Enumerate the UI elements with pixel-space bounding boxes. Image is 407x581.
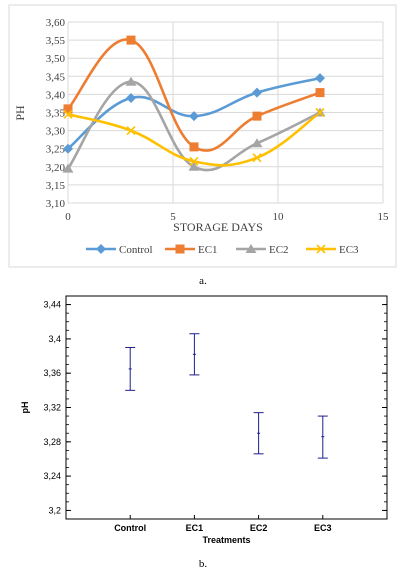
y-tick-label: 3,60 xyxy=(46,17,66,29)
legend-marker-ec2 xyxy=(245,244,257,253)
y-tick-label: 3,20 xyxy=(46,162,66,174)
data-point-ec3 xyxy=(252,153,262,163)
data-point-ec3 xyxy=(315,107,325,118)
data-point-ec3 xyxy=(189,156,199,166)
x-tick-label: 0 xyxy=(65,211,71,223)
data-point-control xyxy=(63,143,73,154)
data-point-ec1 xyxy=(315,88,325,98)
data-point-ec2 xyxy=(125,76,137,86)
y-tick-label: 3,35 xyxy=(46,108,66,120)
errorbar-control xyxy=(125,346,136,391)
x-marker-stroke xyxy=(315,107,325,118)
y-tick-label: 3,44 xyxy=(43,300,61,310)
errorbar-ec2 xyxy=(253,412,264,455)
data-point-control xyxy=(126,93,136,104)
category-label-ec3: EC3 xyxy=(314,523,332,533)
legend-label-control: Control xyxy=(119,244,153,256)
y-tick-label: 3,32 xyxy=(43,403,61,413)
x-axis-title: STORAGE DAYS xyxy=(173,220,263,234)
category-label-ec1: EC1 xyxy=(186,523,204,533)
plot-frame xyxy=(65,295,388,520)
y-tick-label: 3,2 xyxy=(48,505,61,515)
errorbar-ec3 xyxy=(317,415,328,459)
y-axis-title: PH xyxy=(13,105,27,121)
legend-label-ec1: EC1 xyxy=(198,244,218,256)
data-point-control xyxy=(189,111,199,122)
y-tick-label: 3,50 xyxy=(46,53,66,65)
y-axis-title: pH xyxy=(20,402,30,414)
legend-marker-ec3 xyxy=(316,244,326,254)
y-tick-label: 3,55 xyxy=(46,35,66,47)
panel-a-caption: a. xyxy=(199,275,207,287)
data-point-ec2 xyxy=(62,163,74,173)
data-point-control xyxy=(315,73,325,84)
data-point-ec1 xyxy=(189,142,199,152)
y-tick-label: 3,30 xyxy=(46,126,66,138)
y-tick-label: 3,10 xyxy=(46,198,66,210)
y-tick-label: 3,24 xyxy=(43,471,61,481)
x-tick-label: 5 xyxy=(170,211,176,223)
data-point-ec1 xyxy=(252,111,262,121)
x-marker-stroke xyxy=(126,126,136,136)
x-tick-label: 10 xyxy=(273,211,285,223)
data-point-ec2 xyxy=(251,138,263,148)
y-tick-label: 3,15 xyxy=(46,180,66,192)
x-marker-stroke xyxy=(63,109,73,119)
category-label-ec2: EC2 xyxy=(250,523,268,533)
legend-marker-ec1 xyxy=(175,244,185,254)
panel-a-chart: 3,10 3,15 3,20 3,25 3,30 3,35 3,40 3,45 3,50 3,55… xyxy=(13,17,389,256)
x-marker-stroke xyxy=(316,244,326,254)
data-point-ec1 xyxy=(126,35,136,45)
x-marker-stroke xyxy=(252,153,262,163)
series-line-ec2 xyxy=(66,80,321,172)
data-point-ec1 xyxy=(63,104,73,114)
data-point-control xyxy=(252,87,262,98)
errorbar-ec1 xyxy=(189,333,200,376)
y-tick-label: 3,28 xyxy=(43,437,61,447)
legend-label-ec2: EC2 xyxy=(269,244,289,256)
data-point-ec3 xyxy=(63,109,73,119)
y-tick-label: 3,40 xyxy=(46,89,66,101)
y-tick-label: 3,36 xyxy=(43,368,61,378)
y-tick-label: 3,4 xyxy=(48,334,61,344)
legend-label-ec3: EC3 xyxy=(339,244,359,256)
x-tick-label: 15 xyxy=(378,211,390,223)
series-line-ec1 xyxy=(67,38,321,152)
data-point-ec3 xyxy=(126,126,136,136)
panel-a-frame xyxy=(8,4,397,268)
x-axis-title: Treatments xyxy=(202,535,250,545)
panel-b-chart: 3,2 3,24 3,28 3,32 3,36 3,4 3,44 Control EC1 EC2 E… xyxy=(20,295,388,545)
panel-b-caption: b. xyxy=(199,558,208,570)
x-marker-stroke xyxy=(189,156,199,166)
y-tick-label: 3,25 xyxy=(46,144,66,156)
legend-marker-control xyxy=(96,244,106,254)
y-tick-label: 3,45 xyxy=(46,71,66,83)
category-label-control: Control xyxy=(114,523,146,533)
data-point-ec2 xyxy=(188,161,200,171)
